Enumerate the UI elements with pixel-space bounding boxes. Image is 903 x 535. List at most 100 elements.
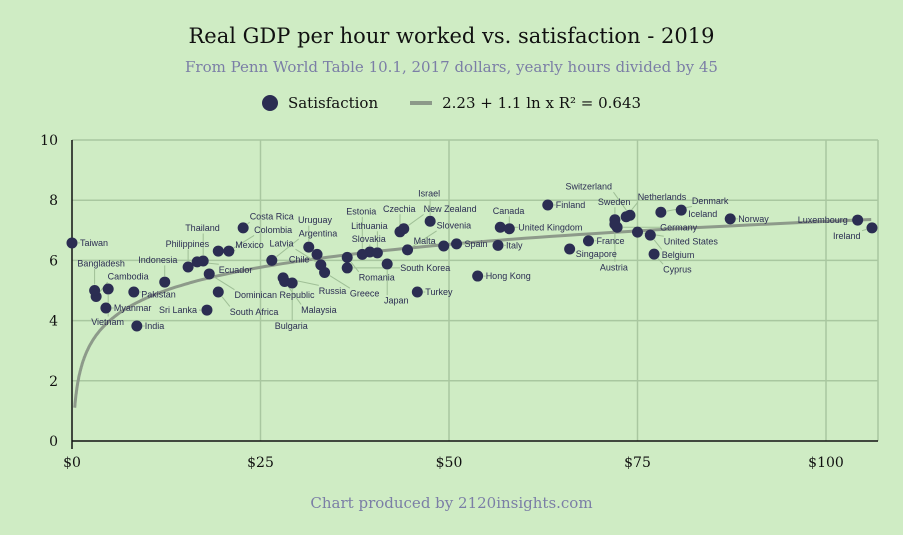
point-label-leader (657, 258, 664, 265)
point-label: Costa Rica (250, 212, 294, 222)
point-label: Switzerland (566, 182, 613, 192)
data-point (655, 206, 667, 218)
data-point (503, 223, 515, 235)
y-tick-label: 2 (49, 374, 58, 390)
point-label: Uruguay (298, 215, 333, 225)
point-label-leader (276, 238, 300, 258)
point-label: Iceland (688, 209, 717, 219)
point-label: Pakistan (141, 290, 176, 300)
point-label-leader (287, 286, 302, 305)
data-point (472, 270, 484, 282)
legend-series-label: Satisfaction (287, 94, 379, 112)
point-label: Austria (600, 262, 628, 272)
point-label: France (597, 236, 625, 246)
point-label-leader (350, 261, 360, 273)
point-label: Estonia (346, 206, 376, 216)
x-tick-label: $25 (247, 455, 274, 471)
data-point (266, 254, 278, 266)
point-label: United States (664, 237, 719, 247)
data-point (223, 245, 235, 257)
point-labels: Taiwan India Myanmar Pakistan Cambodia Bangla… (77, 182, 860, 331)
data-point (311, 248, 323, 260)
point-label: New Zealand (424, 204, 477, 214)
point-label: Czechia (383, 204, 416, 214)
y-tick-label: 8 (49, 193, 58, 209)
point-label: Slovakia (352, 234, 386, 244)
legend-trend-label: 2.23 + 1.1 ln x R² = 0.643 (442, 94, 642, 112)
point-label: Singapore (576, 249, 617, 259)
data-point (624, 209, 636, 221)
point-label: Slovenia (437, 220, 472, 230)
point-label: Ireland (833, 231, 861, 241)
point-label-leader (329, 275, 351, 289)
point-label: Spain (465, 239, 488, 249)
point-label: Finland (556, 200, 586, 210)
point-label: Taiwan (80, 238, 108, 248)
data-point (866, 222, 878, 234)
point-label: Romania (359, 272, 395, 282)
data-point (411, 286, 423, 298)
data-point (492, 239, 504, 251)
point-label: Dominican Republic (235, 290, 316, 300)
data-point (564, 243, 576, 255)
point-label: South Korea (400, 263, 450, 273)
data-point (159, 276, 171, 288)
data-point (212, 245, 224, 257)
chart-title: Real GDP per hour worked vs. satisfactio… (188, 24, 715, 48)
point-label: Bangladesh (77, 259, 125, 269)
data-point (381, 258, 393, 270)
y-tick-label: 6 (49, 253, 58, 269)
data-point (131, 320, 143, 332)
data-point (286, 277, 298, 289)
data-point (451, 238, 463, 250)
legend: Satisfaction 2.23 + 1.1 ln x R² = 0.643 (0, 94, 903, 112)
y-tick-label: 10 (40, 133, 58, 149)
chart-footer: Chart produced by 2120insights.com (310, 494, 593, 512)
data-point (315, 259, 327, 271)
data-point (341, 251, 353, 263)
data-point (494, 221, 506, 233)
point-label: Argentina (299, 229, 338, 239)
point-label: Sri Lanka (159, 305, 197, 315)
data-point (203, 268, 215, 280)
point-label: Germany (660, 222, 698, 232)
data-point (303, 241, 315, 253)
point-label: Bulgaria (275, 321, 308, 331)
x-tick-label: $75 (624, 455, 651, 471)
point-label: Vietnam (91, 317, 124, 327)
data-point (438, 240, 450, 252)
point-label: Italy (506, 240, 523, 250)
legend-trend-icon (410, 101, 433, 105)
point-label: United Kingdom (518, 222, 582, 232)
data-point (724, 213, 736, 225)
point-label: Greece (350, 289, 380, 299)
point-label: Thailand (185, 223, 220, 233)
point-label-leader (214, 276, 235, 291)
point-label: Sweden (598, 197, 631, 207)
point-label: Chile (289, 255, 310, 265)
point-label: Norway (738, 214, 769, 224)
data-point (609, 218, 621, 230)
data-point (102, 283, 114, 295)
point-label: Israel (418, 188, 440, 198)
data-point (100, 302, 112, 314)
data-point (201, 304, 213, 316)
y-tick-label: 4 (49, 314, 58, 330)
data-point (341, 262, 353, 274)
chart-subtitle: From Penn World Table 10.1, 2017 dollars… (185, 58, 718, 76)
data-point (675, 204, 687, 216)
point-label-leader (233, 234, 255, 249)
point-label: Denmark (692, 196, 729, 206)
point-label: Latvia (270, 239, 294, 249)
point-label: Canada (493, 206, 525, 216)
x-tick-label: $100 (808, 455, 844, 471)
x-tick-label: $50 (436, 455, 463, 471)
point-label: India (145, 321, 165, 331)
data-point (356, 248, 368, 260)
point-label-leader (861, 229, 867, 232)
data-point (197, 255, 209, 267)
point-label: Indonesia (138, 255, 177, 265)
data-point (89, 285, 101, 296)
data-point (182, 261, 194, 273)
